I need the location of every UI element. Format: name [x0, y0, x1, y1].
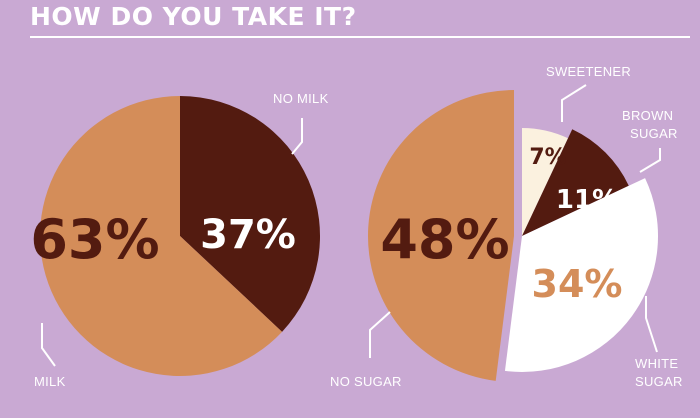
value-label-milk: 63% [30, 208, 159, 271]
value-label-brown-sugar: 11% [556, 185, 618, 215]
category-label-no-milk: NO MILK [273, 91, 329, 106]
title-divider [30, 36, 690, 38]
leader-line-white-sugar [645, 296, 658, 353]
slice-no-milk [180, 96, 321, 332]
slice-no-sugar [367, 89, 514, 381]
pie-chart-sugar: 7% 11% 34% 48% SWEETENER BROWN SUGAR WHI… [330, 64, 683, 389]
leader-line-sweetener [561, 84, 587, 122]
page-title: HOW DO YOU TAKE IT? [30, 2, 357, 31]
value-label-no-milk: 37% [200, 212, 296, 258]
leader-line-no-milk [291, 118, 303, 155]
leader-line-milk [41, 323, 56, 367]
category-label-no-sugar: NO SUGAR [330, 374, 402, 389]
category-label-white-sugar-line2: SUGAR [635, 374, 683, 389]
category-label-brown-sugar-line1: BROWN [622, 108, 673, 123]
slice-brown-sugar [522, 129, 629, 236]
category-label-sweetener: SWEETENER [546, 64, 631, 79]
slice-milk [40, 96, 283, 376]
category-label-milk: MILK [34, 374, 66, 389]
category-label-brown-sugar-line2: SUGAR [630, 126, 678, 141]
value-label-white-sugar: 34% [532, 262, 623, 306]
category-label-white-sugar-line1: WHITE [635, 356, 678, 371]
value-label-sweetener: 7% [529, 145, 566, 170]
slice-sweetener [522, 128, 568, 236]
value-label-no-sugar: 48% [380, 208, 509, 271]
slice-white-sugar [504, 178, 659, 373]
pie-chart-milk: 37% 63% NO MILK MILK [30, 91, 328, 389]
leader-line-brown-sugar [639, 148, 661, 173]
leader-line-no-sugar [369, 311, 391, 358]
